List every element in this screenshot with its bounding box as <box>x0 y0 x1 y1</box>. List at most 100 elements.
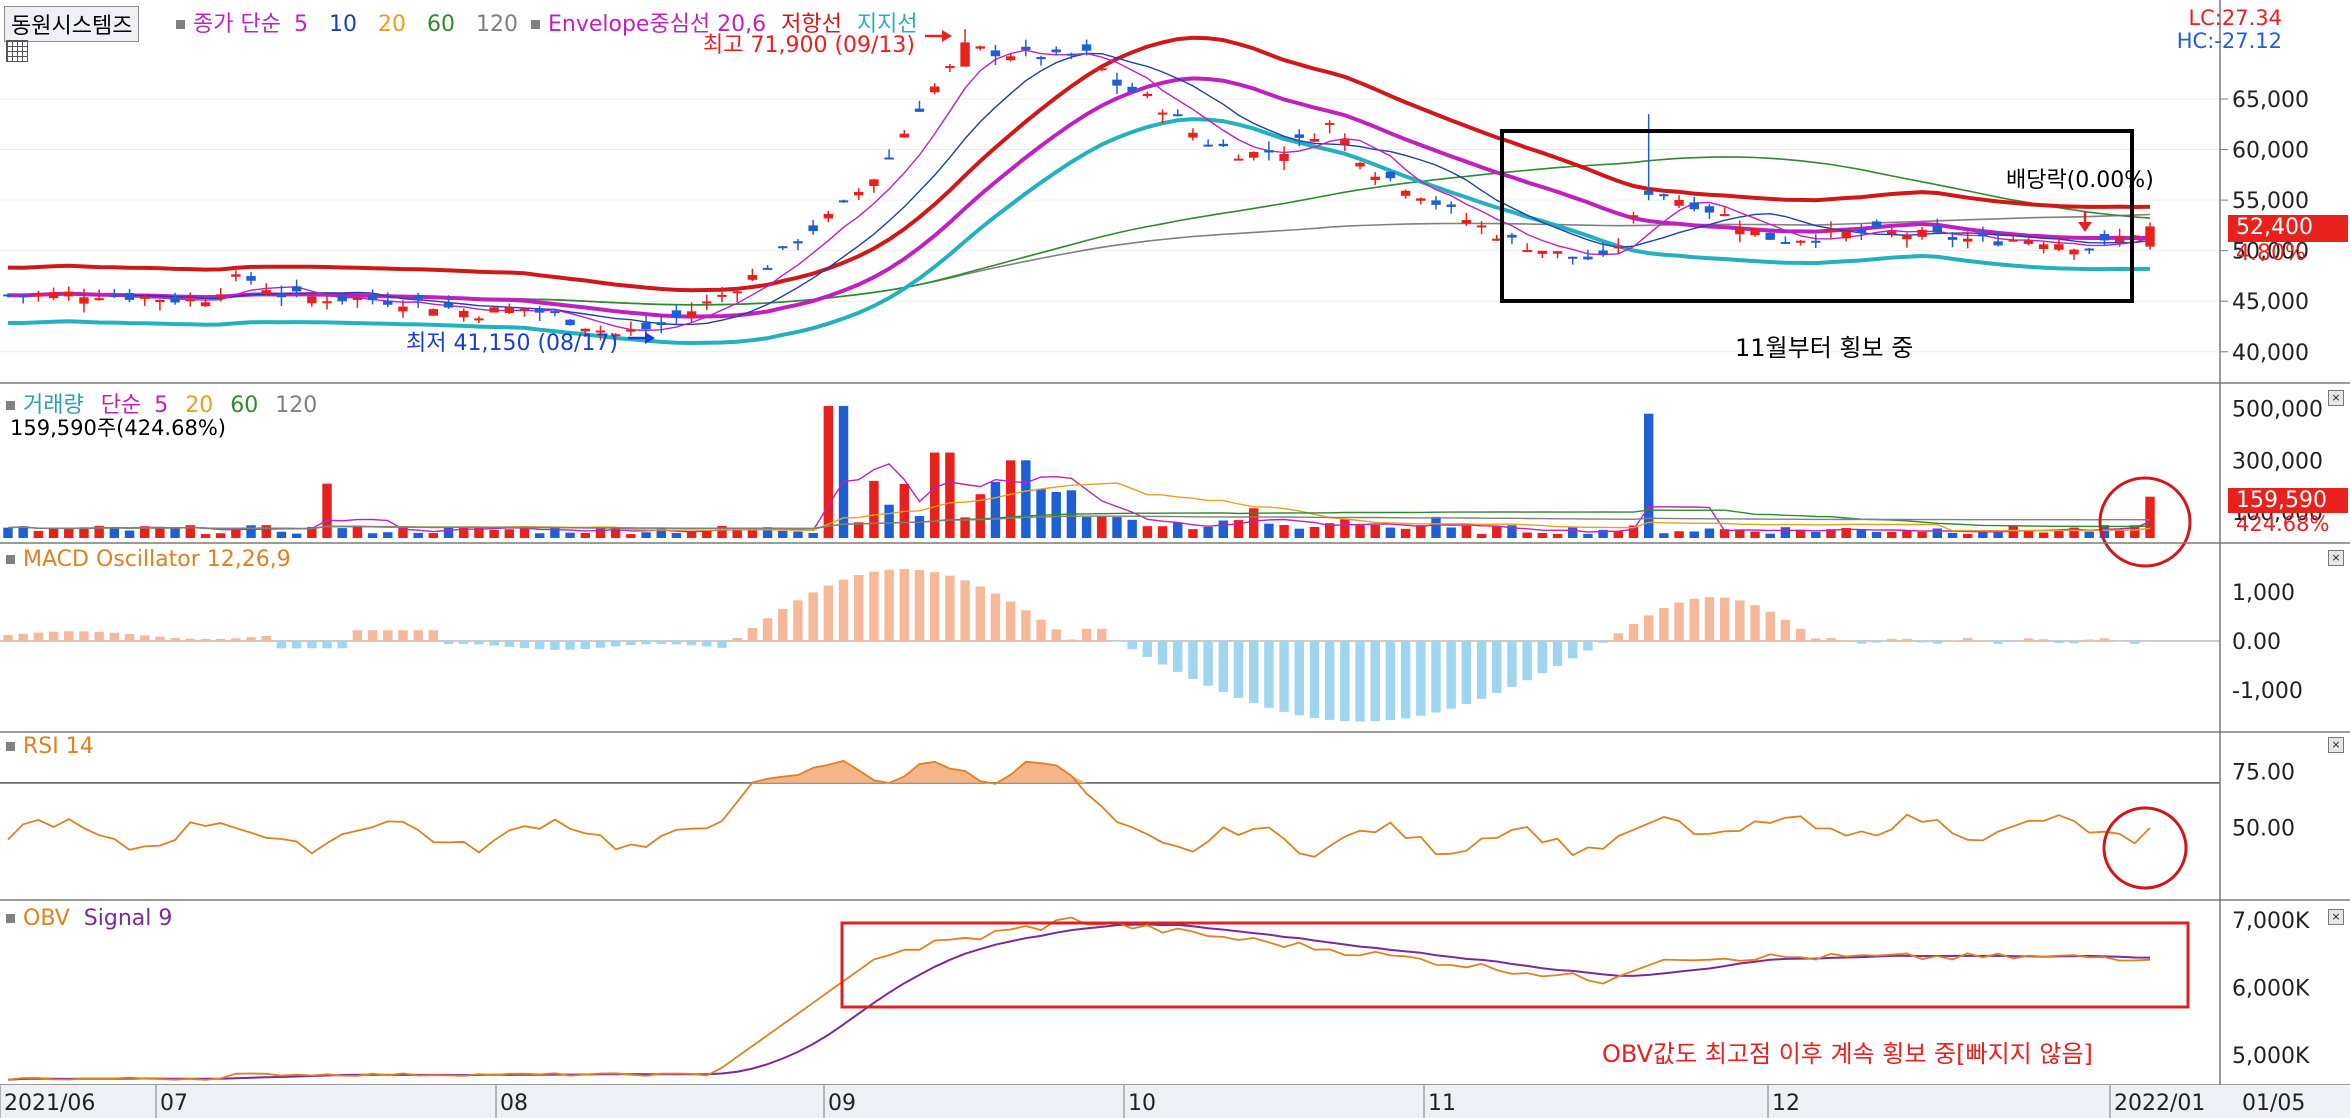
obv-panel[interactable] <box>7 916 2190 1081</box>
volume-bar <box>140 526 150 538</box>
macd-bar <box>1826 638 1836 641</box>
macd-bar <box>929 572 940 641</box>
macd-bar <box>1795 628 1806 641</box>
volume-bar <box>2023 530 2034 538</box>
macd-bar <box>1309 641 1320 718</box>
macd-bar <box>671 641 682 645</box>
macd-y-tick-label: 1,000 <box>2232 581 2295 606</box>
macd-bar <box>459 641 469 644</box>
volume-bar <box>398 526 408 538</box>
volume-bar <box>656 528 666 538</box>
candle <box>762 267 773 270</box>
volume-bar <box>1416 525 1426 538</box>
macd-panel[interactable] <box>0 569 2220 722</box>
volume-current: 159,590주(424.68%) <box>10 416 226 440</box>
price-panel[interactable] <box>0 29 2220 353</box>
macd-close-icon[interactable]: × <box>2328 550 2344 566</box>
candle <box>626 329 636 332</box>
macd-bar <box>1097 628 1107 641</box>
candle <box>1309 138 1320 142</box>
macd-bar <box>1993 641 2003 644</box>
obv-signal-label: Signal 9 <box>83 906 173 931</box>
candle <box>595 330 606 333</box>
table-grid-icon[interactable] <box>6 40 28 62</box>
macd-bar <box>808 592 818 641</box>
candle <box>459 310 469 318</box>
candle <box>1461 220 1472 224</box>
macd-bar <box>94 631 104 641</box>
candle <box>428 309 439 316</box>
volume-bar <box>595 526 606 538</box>
candle <box>2038 244 2049 250</box>
vol-ma5-line <box>7 463 2151 533</box>
macd-bar <box>367 630 378 641</box>
volume-panel[interactable] <box>3 405 2192 568</box>
vol-ma120-label: 120 <box>275 393 318 418</box>
rsi-close-icon[interactable]: × <box>2328 737 2344 753</box>
sideways-range-box <box>1500 129 2134 303</box>
macd-title-text: MACD Oscillator 12,26,9 <box>23 547 291 572</box>
candle <box>1568 256 1578 259</box>
rsi-y-tick-label: 50.00 <box>2232 817 2295 842</box>
macd-bar <box>626 641 636 646</box>
candle <box>1218 143 1229 147</box>
candle <box>489 307 499 313</box>
macd-bar <box>18 633 28 641</box>
volume-bar <box>1400 528 1411 538</box>
candle <box>2084 248 2094 251</box>
candle <box>854 191 864 196</box>
volume-bar <box>1522 532 1532 538</box>
ticker-name[interactable]: 동원시스템즈 <box>4 6 140 42</box>
macd-bar <box>960 580 970 641</box>
candle <box>1552 251 1563 254</box>
volume-bar <box>124 530 135 538</box>
volume-bar <box>1613 531 1624 538</box>
macd-bar <box>1340 641 1350 722</box>
candle <box>1826 229 1836 233</box>
x-axis-background <box>0 1085 2350 1118</box>
volume-bar <box>1492 526 1502 538</box>
macd-bar <box>352 630 363 641</box>
macd-bar <box>732 637 742 641</box>
volume-bar <box>519 527 530 538</box>
macd-bar <box>1142 641 1153 657</box>
candle <box>732 291 742 294</box>
volume-highlight-circle <box>2098 476 2192 568</box>
macd-bar <box>1628 623 1639 641</box>
candle <box>1598 250 1608 255</box>
macd-y-tick-label: -1,000 <box>2232 679 2303 704</box>
volume-bar <box>200 534 211 538</box>
volume-close-icon[interactable]: × <box>2328 390 2344 406</box>
volume-bar <box>1689 531 1699 538</box>
candle <box>550 311 560 314</box>
macd-bar <box>1218 641 1229 693</box>
candle <box>1643 190 1654 195</box>
macd-bar <box>1188 641 1198 679</box>
macd-bar <box>990 593 1001 641</box>
price-y-tick-label: 55,000 <box>2232 189 2309 214</box>
candle <box>945 66 955 69</box>
volume-bar <box>990 481 1001 538</box>
volume-bar <box>1218 520 1229 538</box>
macd-bar <box>398 630 408 641</box>
macd-bar <box>610 641 621 647</box>
volume-bar <box>1431 516 1441 538</box>
obv-close-icon[interactable]: × <box>2328 909 2344 925</box>
obv-y-tick-label: 6,000K <box>2232 977 2310 1002</box>
candle <box>215 294 226 297</box>
rsi-panel[interactable] <box>0 759 2220 890</box>
macd-bar <box>124 634 135 641</box>
macd-bar <box>1719 597 1730 641</box>
macd-bar <box>1947 640 1958 641</box>
macd-bar <box>656 641 666 644</box>
rsi-y-tick-label: 75.00 <box>2232 761 2295 786</box>
volume-bar <box>1780 527 1791 538</box>
volume-bar <box>1248 508 1259 538</box>
candle <box>337 294 347 302</box>
candle <box>1750 228 1760 236</box>
candle <box>246 275 256 281</box>
macd-bar <box>1643 615 1654 641</box>
volume-bar <box>276 531 287 538</box>
x-tick-label: 07 <box>160 1091 188 1116</box>
